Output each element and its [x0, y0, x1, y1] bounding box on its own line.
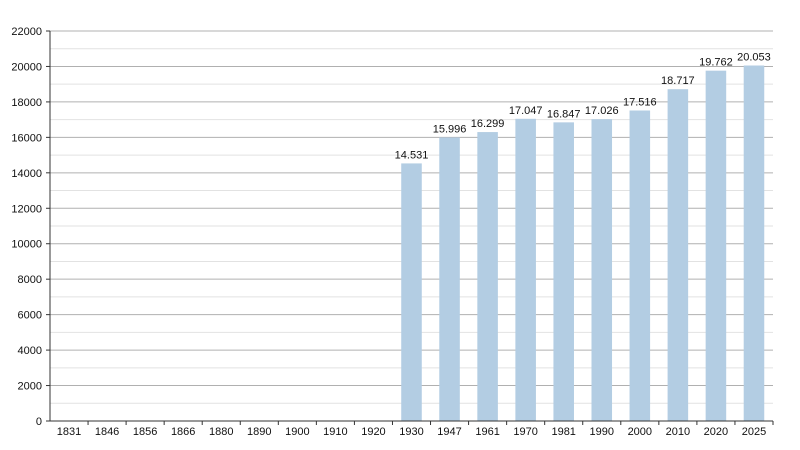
x-tick-label: 1970: [513, 426, 537, 438]
x-tick-label: 2000: [628, 426, 652, 438]
x-tick-label: 1930: [399, 426, 423, 438]
bar-2025: [743, 65, 765, 421]
y-tick-label: 18000: [11, 97, 42, 109]
bar-2020: [705, 70, 727, 421]
y-tick-label: 8000: [18, 274, 42, 286]
x-tick-label: 2025: [742, 426, 766, 438]
data-label-1930: 14.531: [395, 149, 429, 161]
bar-1947: [439, 137, 460, 421]
y-tick-label: 20000: [11, 61, 42, 73]
data-label-1970: 17.047: [509, 105, 543, 117]
y-tick-label: 0: [36, 416, 42, 428]
data-label-2025: 20.053: [737, 52, 771, 64]
data-label-1947: 15.996: [433, 123, 467, 135]
y-tick-label: 16000: [11, 132, 42, 144]
x-tick-label: 1920: [361, 426, 385, 438]
bar-2010: [667, 89, 689, 421]
x-tick-label: 1900: [285, 426, 309, 438]
bar-1961: [477, 132, 498, 422]
x-tick-label: 1856: [133, 426, 157, 438]
data-label-1961: 16.299: [471, 118, 505, 130]
data-label-1981: 16.847: [547, 108, 581, 120]
x-tick-label: 1866: [171, 426, 195, 438]
y-tick-label: 2000: [18, 381, 42, 393]
bar-2000: [629, 110, 651, 422]
x-tick-label: 1831: [57, 426, 81, 438]
data-label-1990: 17.026: [585, 105, 619, 117]
x-tick-label: 1947: [437, 426, 461, 438]
y-tick-label: 4000: [18, 345, 42, 357]
y-tick-label: 6000: [18, 310, 42, 322]
y-tick-label: 10000: [11, 239, 42, 251]
y-tick-label: 22000: [11, 26, 42, 38]
y-tick-label: 14000: [11, 168, 42, 180]
y-tick-label: 12000: [11, 203, 42, 215]
x-tick-label: 2010: [666, 426, 690, 438]
axis-layer: [46, 30, 774, 425]
bar-layer: [401, 65, 765, 422]
bar-1981: [553, 122, 574, 421]
x-tick-label: 1961: [475, 426, 499, 438]
data-label-2020: 19.762: [699, 57, 733, 69]
data-label-2010: 18.717: [661, 75, 695, 87]
x-tick-label: 1890: [247, 426, 271, 438]
bar-1990: [591, 119, 613, 422]
x-tick-label: 1990: [590, 426, 614, 438]
bar-1930: [401, 163, 422, 421]
data-label-2000: 17.516: [623, 96, 657, 108]
x-tick-label: 1981: [551, 426, 575, 438]
x-tick-label: 2020: [704, 426, 728, 438]
x-tick-label: 1846: [95, 426, 119, 438]
bar-1970: [515, 118, 536, 421]
x-tick-label: 1880: [209, 426, 233, 438]
label-layer: 0 2000 4000 6000 8000 10000 12000 14000 16000 180…: [11, 26, 770, 438]
x-tick-label: 1910: [323, 426, 347, 438]
